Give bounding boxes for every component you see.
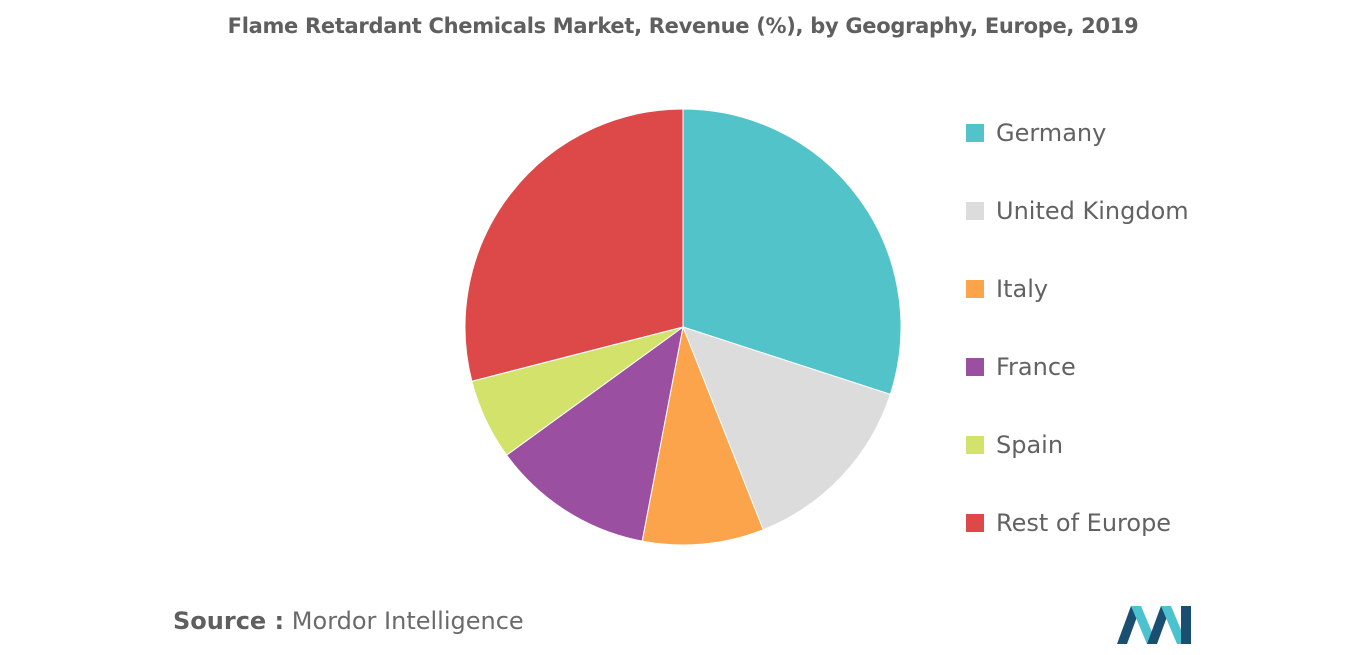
- pie-slice-france: [505, 325, 684, 542]
- pie-slice-rest-of-europe: [464, 108, 684, 382]
- legend-label: France: [996, 353, 1076, 381]
- pie-slice-italy: [641, 325, 764, 546]
- legend-swatch: [966, 280, 984, 298]
- mordor-intelligence-logo: [1117, 606, 1191, 644]
- legend-swatch: [966, 124, 984, 142]
- legend-label: Spain: [996, 431, 1064, 459]
- legend-item-spain: Spain: [966, 427, 1063, 463]
- legend-swatch: [966, 436, 984, 454]
- legend-label: Germany: [996, 119, 1107, 147]
- legend-item-rest-of-europe: Rest of Europe: [966, 505, 1171, 541]
- source-name: Mordor Intelligence: [291, 607, 524, 635]
- legend-label: Rest of Europe: [996, 509, 1172, 537]
- source-prefix: Source :: [173, 607, 285, 635]
- chart-title: Flame Retardant Chemicals Market, Revenu…: [227, 14, 1139, 38]
- source-note: Source : Mordor Intelligence: [173, 607, 524, 635]
- legend-label: Italy: [996, 275, 1049, 303]
- legend-label: United Kingdom: [996, 197, 1189, 225]
- pie-slice-united-kingdom: [682, 326, 891, 531]
- legend-swatch: [966, 514, 984, 532]
- legend-item-italy: Italy: [966, 271, 1048, 307]
- legend-item-united-kingdom: United Kingdom: [966, 193, 1189, 229]
- legend-swatch: [966, 202, 984, 220]
- legend-item-germany: Germany: [966, 115, 1106, 151]
- legend-swatch: [966, 358, 984, 376]
- legend-item-france: France: [966, 349, 1076, 385]
- pie-slice-germany: [682, 108, 902, 395]
